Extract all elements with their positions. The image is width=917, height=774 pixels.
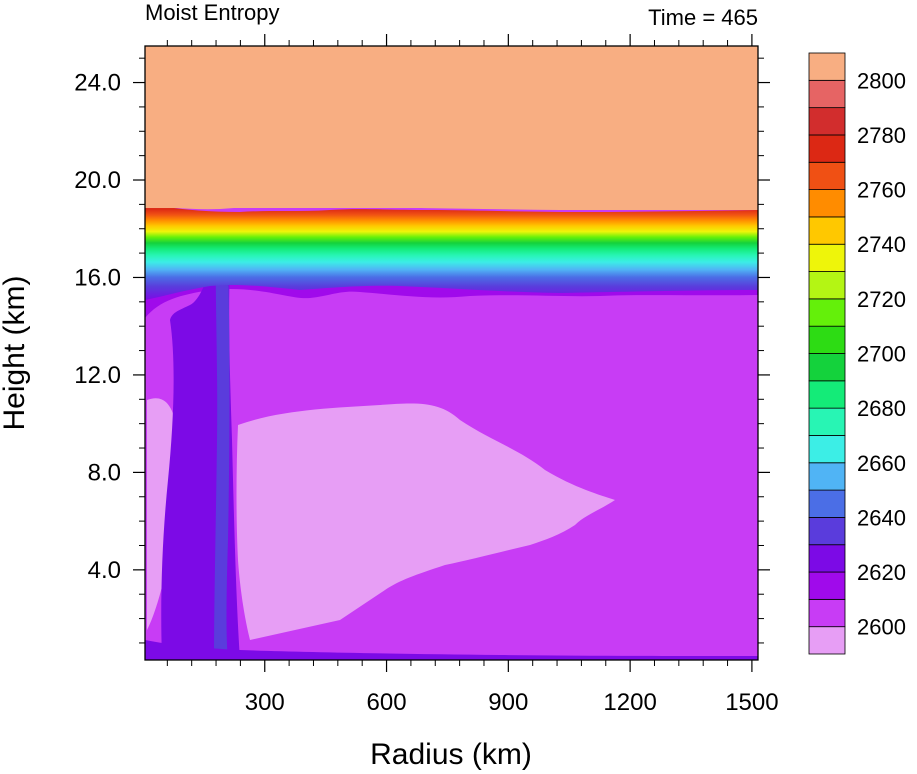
colorbar-label: 2660 bbox=[857, 451, 906, 476]
chart-title-right: Time = 465 bbox=[648, 5, 758, 30]
low-entropy-left bbox=[147, 398, 177, 630]
x-tick-label: 900 bbox=[488, 689, 528, 716]
colorbar-swatch bbox=[808, 380, 846, 409]
colorbar-swatch bbox=[808, 79, 846, 109]
y-tick-label: 4.0 bbox=[88, 557, 121, 584]
colorbar-swatch bbox=[808, 216, 846, 245]
stratosphere-edge bbox=[145, 205, 758, 210]
stratosphere-region bbox=[145, 46, 758, 208]
colorbar-swatch bbox=[808, 598, 846, 628]
field-layer bbox=[145, 46, 758, 660]
chart-title-left: Moist Entropy bbox=[145, 0, 280, 25]
colorbar-swatch bbox=[808, 571, 846, 600]
colorbar-label: 2760 bbox=[857, 178, 906, 203]
colorbar-label: 2620 bbox=[857, 560, 906, 585]
axis-tick-labels: 300 600 900 1200 1500 4.0 8.0 12.0 16.0 20.0 24.0 bbox=[74, 70, 778, 716]
x-tick-label: 1200 bbox=[603, 689, 656, 716]
y-tick-label: 24.0 bbox=[74, 70, 121, 97]
colorbar-swatch bbox=[808, 298, 846, 327]
axis-ticks bbox=[133, 34, 770, 672]
colorbar-swatch bbox=[808, 52, 846, 81]
colorbar-swatch bbox=[808, 353, 846, 382]
colorbar-label: 2700 bbox=[857, 342, 906, 367]
y-tick-label: 8.0 bbox=[88, 459, 121, 486]
low-entropy-core bbox=[236, 403, 615, 640]
colorbar-label: 2740 bbox=[857, 232, 906, 257]
colorbar-swatch bbox=[808, 489, 846, 518]
x-axis-label: Radius (km) bbox=[370, 738, 532, 771]
y-axis-label: Height (km) bbox=[0, 275, 31, 430]
eyewall-core bbox=[214, 251, 230, 660]
y-tick-label: 12.0 bbox=[74, 362, 121, 389]
tropopause-gradient bbox=[145, 205, 758, 300]
colorbar-swatch bbox=[808, 544, 846, 573]
colorbar-label: 2640 bbox=[857, 505, 906, 530]
x-tick-label: 1500 bbox=[725, 689, 778, 716]
x-tick-label: 600 bbox=[367, 689, 407, 716]
colorbar-label: 2780 bbox=[857, 123, 906, 148]
colorbar-swatch bbox=[808, 243, 846, 272]
colorbar-swatch bbox=[808, 435, 846, 464]
y-tick-label: 20.0 bbox=[74, 167, 121, 194]
inflow-layer bbox=[145, 640, 758, 660]
colorbar-label: 2800 bbox=[857, 68, 906, 93]
colorbar-swatch bbox=[808, 462, 846, 491]
colorbar: 2600 2620 2640 2660 2680 2700 2720 2740 2760 2780… bbox=[808, 52, 906, 655]
colorbar-label: 2680 bbox=[857, 396, 906, 421]
colorbar-swatch bbox=[808, 134, 846, 163]
colorbar-label: 2720 bbox=[857, 287, 906, 312]
y-tick-label: 16.0 bbox=[74, 264, 121, 291]
colorbar-swatch bbox=[808, 271, 846, 300]
colorbar-swatch bbox=[808, 189, 846, 218]
colorbar-swatch bbox=[808, 161, 846, 190]
plot-frame bbox=[144, 45, 759, 661]
colorbar-label: 2600 bbox=[857, 615, 906, 640]
x-tick-label: 300 bbox=[245, 689, 285, 716]
colorbar-swatch bbox=[808, 407, 846, 436]
colorbar-swatch bbox=[808, 107, 846, 136]
colorbar-swatch bbox=[808, 325, 846, 354]
colorbar-swatch bbox=[808, 626, 846, 655]
colorbar-swatch bbox=[808, 517, 846, 546]
